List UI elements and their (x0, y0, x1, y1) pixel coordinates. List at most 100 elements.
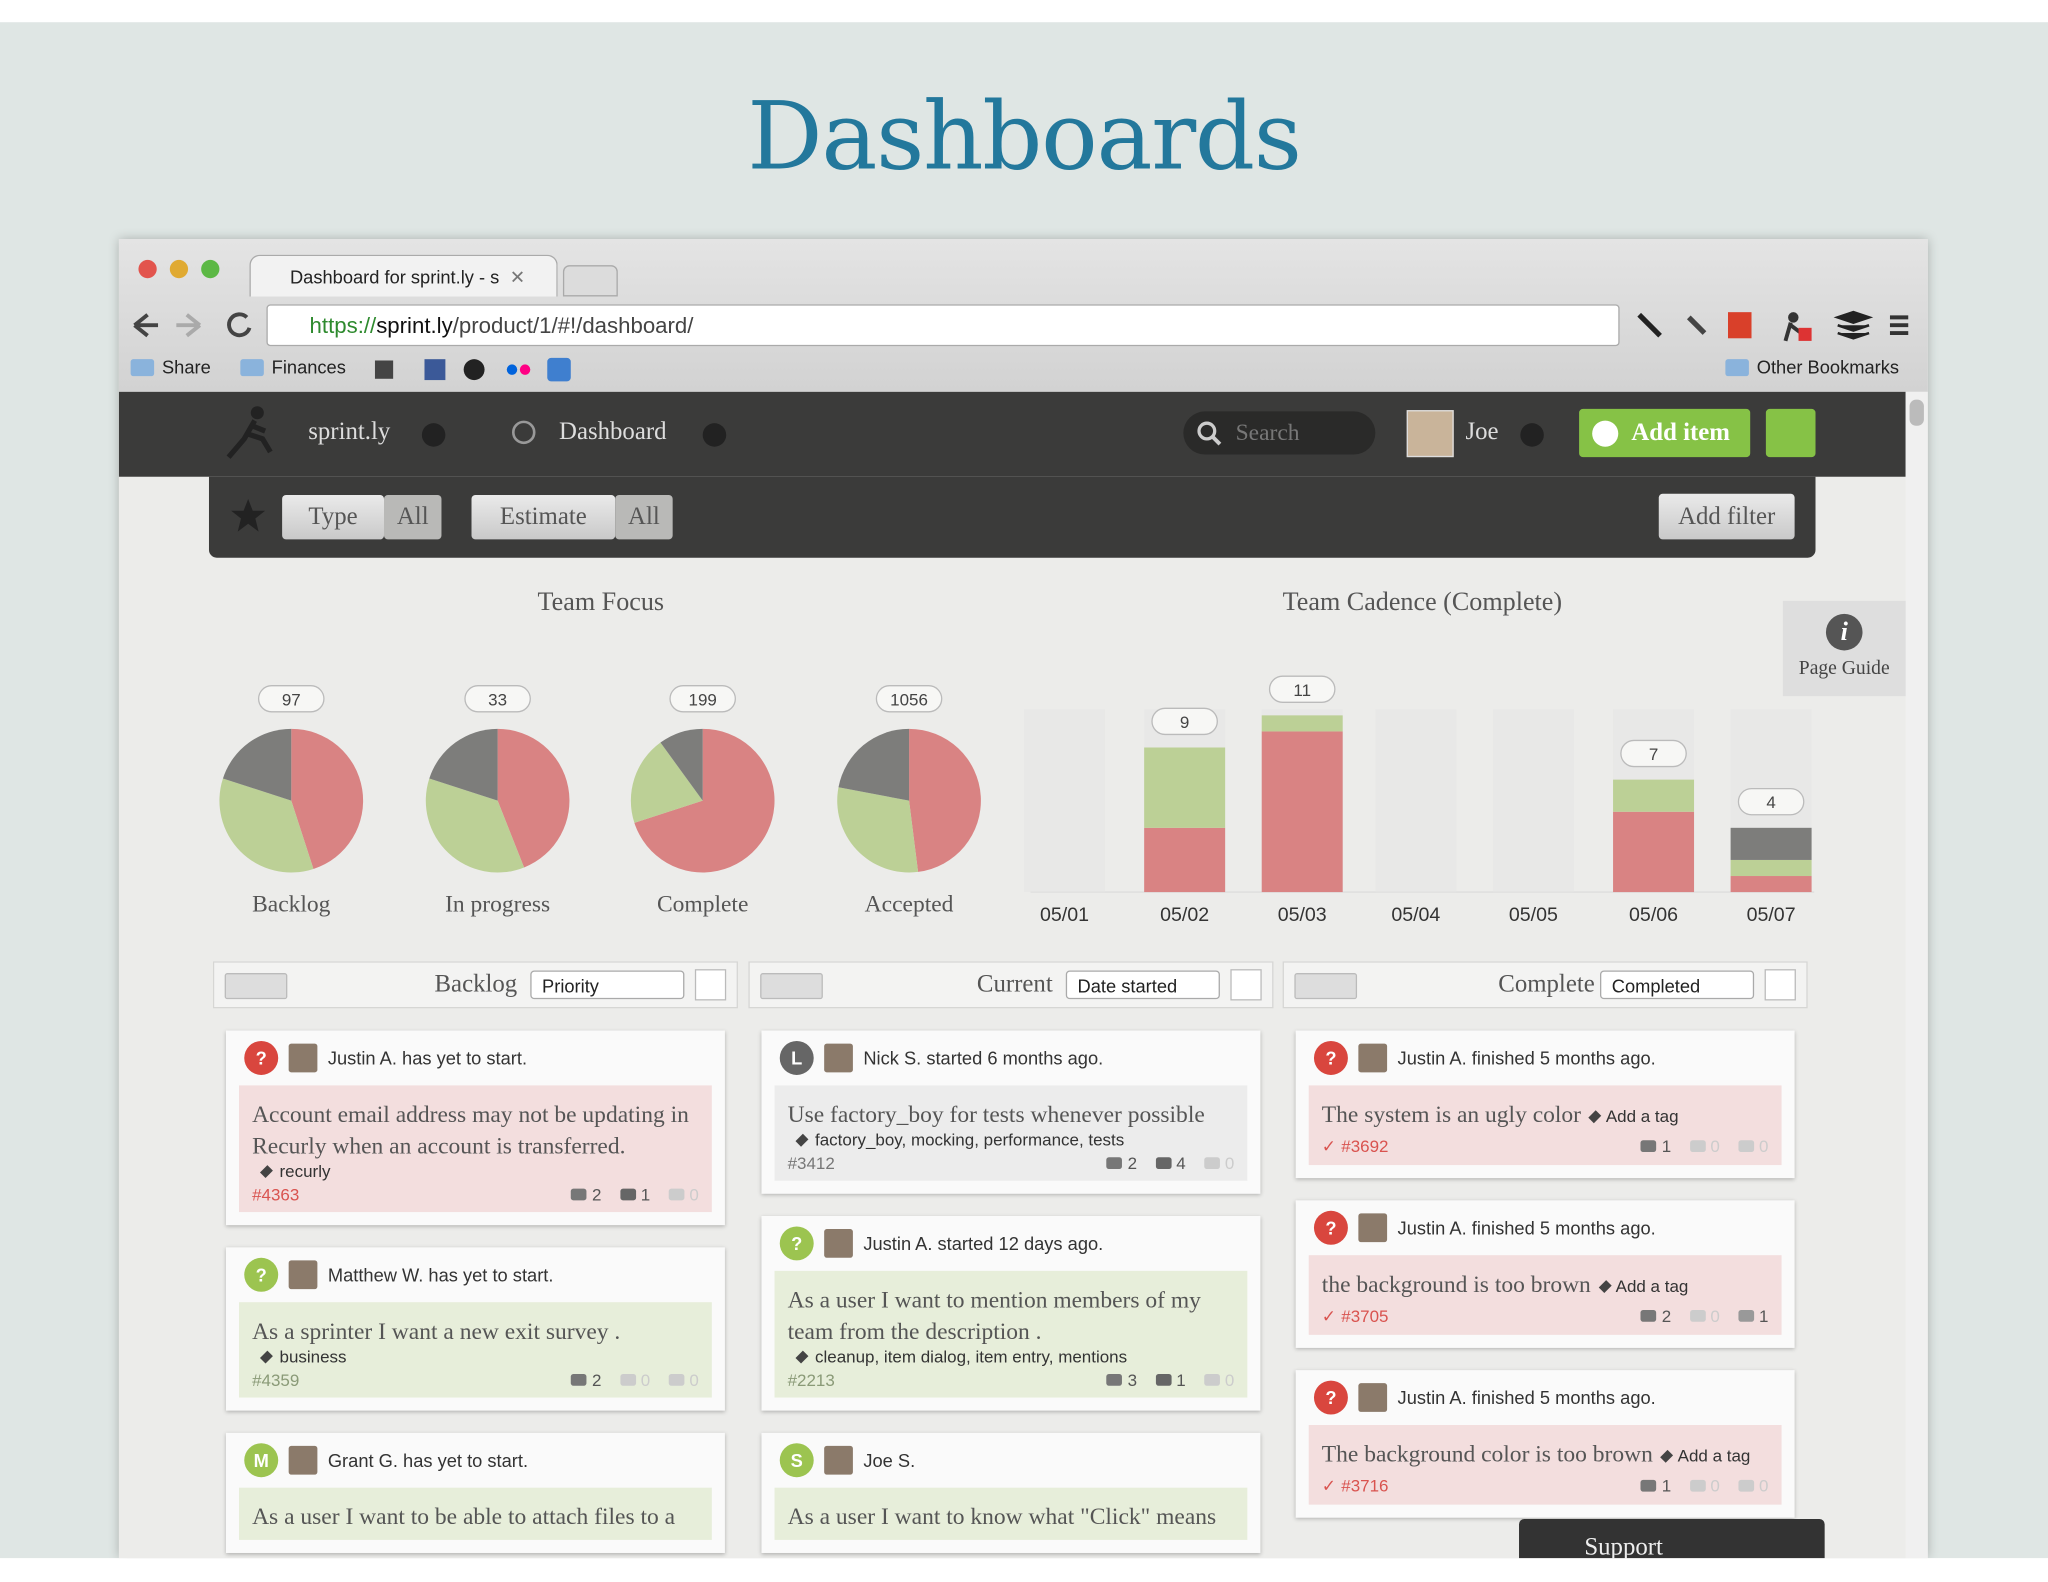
card[interactable]: ? Justin A. finished 5 months ago. The bac… (1295, 1370, 1795, 1518)
brand[interactable]: sprint.ly (308, 417, 391, 446)
user-name[interactable]: Joe (1465, 417, 1499, 446)
scrollbar[interactable] (1905, 391, 1928, 1559)
filter-estimate[interactable]: Estimate (471, 495, 616, 540)
people-icon (1106, 1374, 1123, 1386)
filter-value[interactable]: All (383, 495, 442, 540)
people-count: 1 (1640, 1476, 1671, 1497)
view-toggle[interactable] (224, 973, 288, 1000)
likes-value: 0 (689, 1184, 699, 1205)
toolbar-icons[interactable] (1634, 307, 1915, 346)
tag-list[interactable]: cleanup, item dialog, item entry, mentio… (815, 1346, 1128, 1367)
count-label: 97 (282, 690, 301, 709)
browser-window: Dashboard for sprint.ly - s ✕ https://spr… (118, 239, 1928, 1559)
address-bar[interactable]: https://sprint.ly/product/1/#!/dashboard… (266, 304, 1620, 347)
sort-select[interactable]: Completed (1599, 970, 1755, 1000)
app-header: sprint.ly Dashboard Search Joe Add item (118, 391, 1906, 477)
add-tag[interactable]: Add a tag (1660, 1446, 1750, 1465)
view-toggle[interactable] (760, 973, 823, 1000)
card[interactable]: M Grant G. has yet to start. As a user I w… (225, 1432, 725, 1553)
card[interactable]: ? Justin A. has yet to start. Account emai… (225, 1030, 725, 1226)
card[interactable]: ? Justin A. finished 5 months ago. the bac… (1295, 1200, 1795, 1348)
view-toggle[interactable] (1294, 973, 1358, 1000)
item-number[interactable]: #4359 (252, 1370, 553, 1390)
bookmark[interactable]: Finances (240, 357, 346, 377)
other-bookmarks[interactable]: Other Bookmarks (1725, 357, 1899, 377)
bar-segment (1730, 859, 1812, 877)
add-tag[interactable]: Add a tag (1588, 1106, 1679, 1126)
tab-close[interactable]: ✕ (509, 266, 526, 288)
avatar (1358, 1383, 1388, 1412)
new-tab[interactable] (562, 265, 618, 297)
dropdown[interactable] (1520, 423, 1544, 447)
add-user-button[interactable] (1765, 408, 1816, 458)
bookmark[interactable]: Share (130, 357, 211, 377)
people-count: 2 (1640, 1306, 1671, 1327)
section[interactable]: Dashboard (559, 417, 667, 446)
comments-icon (619, 1188, 636, 1201)
sort-select[interactable]: Priority (530, 970, 685, 1000)
card-body: Account email address may not be updatin… (239, 1085, 712, 1213)
comments-icon (619, 1374, 636, 1386)
slide-title: Dashboards (747, 80, 1302, 191)
nav-buttons[interactable] (129, 310, 260, 341)
add-tag[interactable]: Add a tag (1598, 1276, 1688, 1296)
dropdown[interactable] (702, 423, 727, 447)
sort-direction[interactable] (1764, 969, 1796, 1001)
card[interactable]: L Nick S. started 6 months ago. Use factor… (761, 1030, 1261, 1194)
pie-slice (497, 728, 570, 868)
item-number-label: #4363 (252, 1184, 300, 1205)
logo[interactable] (223, 405, 275, 462)
item-number[interactable]: ✓ #3705 (1322, 1306, 1623, 1327)
likes-value: 0 (1224, 1370, 1235, 1390)
add-filter-button[interactable]: Add filter (1658, 493, 1795, 540)
card[interactable]: ? Matthew W. has yet to start. As a sprint… (225, 1247, 725, 1411)
add-item-button[interactable]: Add item (1579, 408, 1751, 458)
people-value: 1 (1661, 1136, 1672, 1156)
people-count: 1 (1640, 1136, 1672, 1157)
tag-list[interactable]: business (279, 1346, 347, 1367)
tag-list[interactable]: recurly (279, 1161, 331, 1181)
bookmark-icons[interactable] (374, 357, 584, 383)
x-tick-label: 05/05 (1509, 904, 1558, 926)
likes-value: 0 (1759, 1475, 1769, 1496)
support-button[interactable]: Support (1519, 1519, 1825, 1559)
star-icon[interactable] (230, 498, 267, 535)
user-avatar[interactable] (1406, 410, 1454, 458)
item-number[interactable]: ✓ #3692 (1322, 1136, 1623, 1157)
browser-tab[interactable]: Dashboard for sprint.ly - s ✕ (249, 254, 558, 297)
item-number[interactable]: ✓ #3716 (1322, 1476, 1623, 1497)
tag-list[interactable]: factory_boy, mocking, performance, tests (815, 1129, 1125, 1150)
item-number[interactable]: #2213 (788, 1370, 1089, 1390)
likes-icon (1738, 1140, 1754, 1152)
comments-icon (1689, 1140, 1706, 1152)
people-value: 2 (592, 1370, 602, 1390)
item-number[interactable]: #4363 (252, 1185, 553, 1205)
page-guide[interactable]: i Page Guide (1782, 600, 1906, 697)
item-number[interactable]: #3412 (788, 1153, 1089, 1173)
info-icon[interactable] (511, 420, 536, 445)
dropdown[interactable] (421, 423, 446, 447)
count-bubble (875, 685, 943, 713)
comments-icon (1155, 1157, 1171, 1169)
people-icon (1106, 1157, 1123, 1169)
filter-value[interactable]: All (615, 495, 673, 540)
likes-count: 0 (668, 1184, 699, 1205)
author: Matthew W. has yet to start. (327, 1264, 554, 1286)
card-body: The background color is too brown Add a t… (1308, 1424, 1782, 1505)
card[interactable]: ? Justin A. finished 5 months ago. The sys… (1295, 1030, 1795, 1179)
window-controls[interactable] (132, 257, 230, 281)
comments-value: 4 (1176, 1153, 1186, 1173)
card[interactable]: S Joe S. As a user I want to know what "Cl… (761, 1432, 1261, 1553)
card-author-row: ? Justin A. has yet to start. (244, 1040, 712, 1075)
pie-slice (838, 728, 910, 801)
sort-select[interactable]: Date started (1065, 970, 1220, 1000)
avatar (1358, 1213, 1388, 1243)
count-bubble (257, 685, 325, 713)
search-icon (1197, 421, 1222, 446)
sort-direction[interactable] (694, 969, 727, 1001)
sort-direction[interactable] (1230, 969, 1262, 1001)
tag-icon (1598, 1280, 1612, 1293)
filter-type[interactable]: Type (282, 495, 384, 540)
card[interactable]: ? Justin A. started 12 days ago. As a user… (761, 1215, 1261, 1411)
